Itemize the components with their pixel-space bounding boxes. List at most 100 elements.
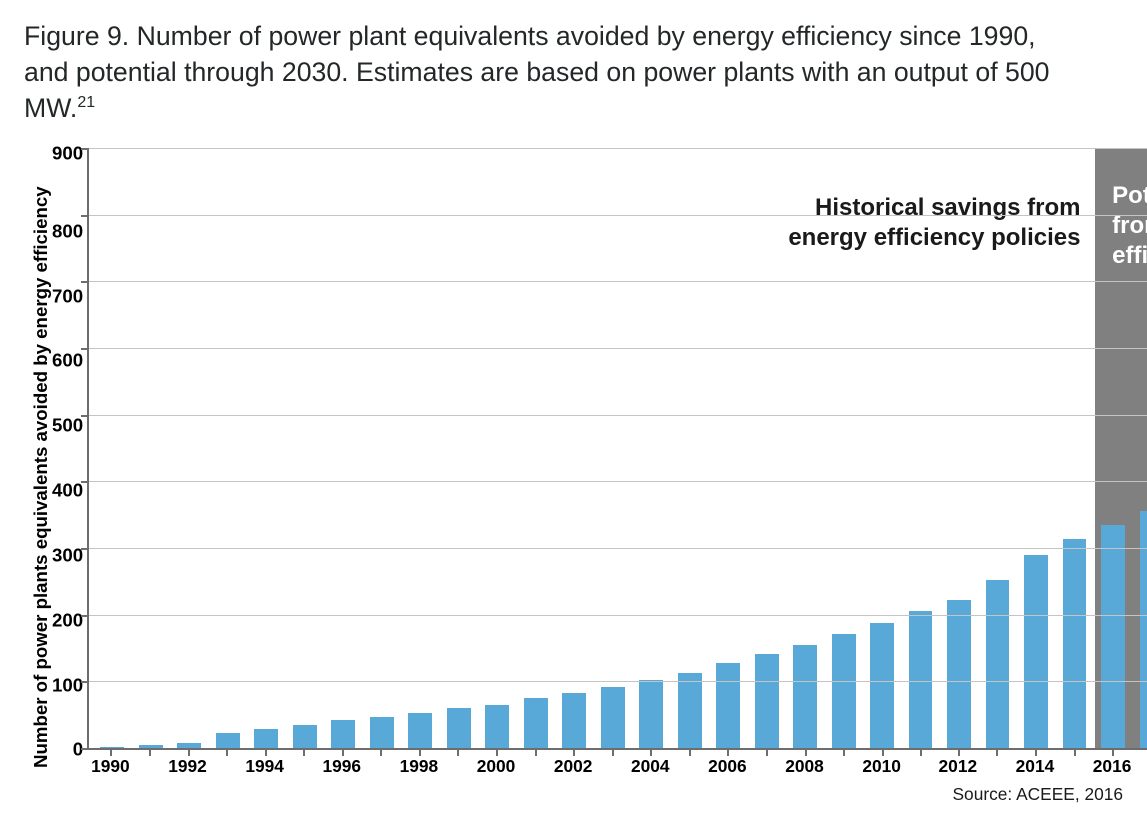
x-tick: 2012 [939, 750, 978, 778]
bar [1024, 555, 1048, 748]
y-tick-mark [81, 281, 89, 283]
chart: Number of power plants equivalents avoid… [24, 148, 1123, 778]
title-line1: Figure 9. Number of power plant equivale… [24, 21, 1036, 51]
x-tick: 1992 [168, 750, 207, 778]
y-tick: 400 [52, 481, 83, 500]
y-tick-mark [81, 548, 89, 550]
bar [408, 713, 432, 748]
bar [793, 645, 817, 748]
annotation-historical-l2: energy efficiency policies [788, 223, 1080, 253]
bar [870, 623, 894, 748]
gridline [89, 681, 1147, 682]
bar [639, 680, 663, 748]
bar-slot [747, 148, 785, 748]
gridline [89, 348, 1147, 349]
x-tick: 2015 [1054, 750, 1093, 778]
y-tick: 300 [52, 546, 83, 565]
y-tick: 700 [52, 287, 83, 306]
y-tick: 900 [52, 144, 83, 163]
plot: Historical savings from energy efficienc… [87, 148, 1147, 778]
source-text: Source: ACEEE, 2016 [24, 778, 1123, 805]
x-tick: 1999 [438, 750, 477, 778]
bar [678, 673, 702, 748]
y-tick-mark [81, 148, 89, 150]
bar [947, 600, 971, 748]
x-tick: 2003 [592, 750, 631, 778]
x-tick: 2006 [708, 750, 747, 778]
x-tick: 1990 [91, 750, 130, 778]
title-line2: and potential through 2030. Estimates ar… [24, 57, 1050, 123]
annotation-potential-l1: Potential savings [1112, 181, 1147, 211]
y-tick-mark [81, 348, 89, 350]
bar-slot [247, 148, 285, 748]
gridline [89, 481, 1147, 482]
gridline [89, 415, 1147, 416]
x-tick: 1996 [323, 750, 362, 778]
bar-slot [670, 148, 708, 748]
y-tick: 100 [52, 676, 83, 695]
x-tick: 1997 [361, 750, 400, 778]
x-tick: 1993 [207, 750, 246, 778]
bar-slot [709, 148, 747, 748]
plot-area: Historical savings from energy efficienc… [87, 148, 1147, 750]
bar [524, 698, 548, 748]
figure-title: Figure 9. Number of power plant equivale… [24, 18, 1123, 126]
bar [447, 708, 471, 748]
bar-slot [209, 148, 247, 748]
gridline [89, 615, 1147, 616]
bar [562, 693, 586, 748]
annotation-potential-l3: efficiency policies [1112, 241, 1147, 271]
bar [485, 705, 509, 748]
annotation-historical: Historical savings from energy efficienc… [788, 193, 1080, 253]
bar-slot [632, 148, 670, 748]
x-tick: 2000 [477, 750, 516, 778]
x-tick: 2010 [862, 750, 901, 778]
y-tick-mark [81, 215, 89, 217]
x-tick: 1995 [284, 750, 323, 778]
gridline [89, 548, 1147, 549]
y-axis-label: Number of power plants equivalents avoid… [24, 148, 52, 778]
annotation-potential: Potential savings from increased energy … [1112, 181, 1147, 271]
bar [1101, 525, 1125, 748]
x-axis-ticks: 1990199119921993199419951996199719981999… [87, 750, 1147, 778]
bar [716, 663, 740, 748]
x-tick: 2009 [824, 750, 863, 778]
bar [293, 725, 317, 748]
x-tick: 1998 [400, 750, 439, 778]
annotation-historical-l1: Historical savings from [788, 193, 1080, 223]
bar-slot [363, 148, 401, 748]
y-tick-mark [81, 615, 89, 617]
bar [331, 720, 355, 748]
bar-slot [516, 148, 554, 748]
x-tick: 1994 [245, 750, 284, 778]
y-tick: 600 [52, 352, 83, 371]
y-tick: 200 [52, 611, 83, 630]
gridline [89, 281, 1147, 282]
x-tick: 1991 [130, 750, 169, 778]
title-sup: 21 [77, 94, 95, 111]
bar [1063, 539, 1087, 748]
x-tick: 2013 [977, 750, 1016, 778]
y-tick-mark [81, 481, 89, 483]
x-tick: 2005 [670, 750, 709, 778]
bar [370, 717, 394, 748]
bar-slot [478, 148, 516, 748]
bar-slot [593, 148, 631, 748]
y-tick-mark [81, 681, 89, 683]
x-tick: 2017 [1131, 750, 1147, 778]
bar [755, 654, 779, 748]
bar [1140, 511, 1147, 748]
bar [986, 580, 1010, 748]
bar [216, 733, 240, 748]
x-tick: 2014 [1016, 750, 1055, 778]
bar [254, 729, 278, 748]
x-tick: 2016 [1093, 750, 1132, 778]
y-tick: 500 [52, 417, 83, 436]
gridline [89, 215, 1147, 216]
bar [601, 687, 625, 748]
bar-slot [440, 148, 478, 748]
bar-slot [132, 148, 170, 748]
x-tick: 2011 [901, 750, 939, 778]
bar [909, 611, 933, 748]
x-tick: 2004 [631, 750, 670, 778]
